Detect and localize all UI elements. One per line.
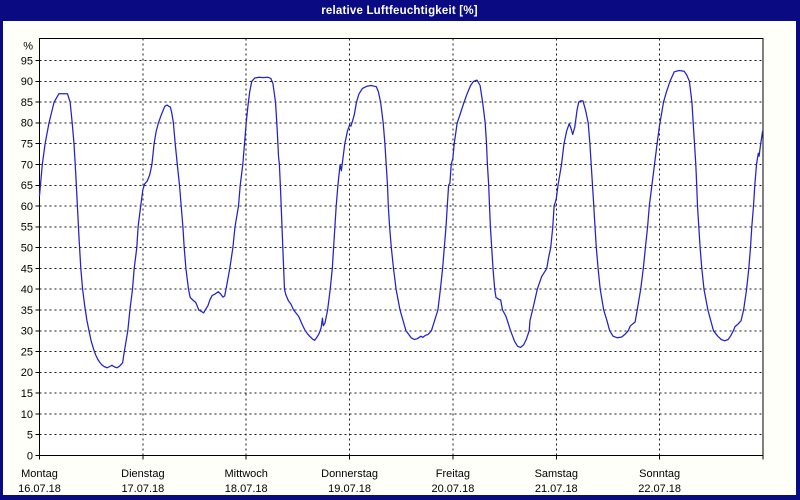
y-tick-label: 85 [21,97,33,109]
y-tick-label: 55 [21,222,33,234]
day-date-label: 16.07.18 [18,483,61,495]
y-tick-label: 10 [21,409,33,421]
y-tick-label: 0 [27,450,33,462]
window-titlebar: relative Luftfeuchtigkeit [%] [3,0,796,21]
plot-background [39,38,763,456]
y-tick-label: 50 [21,242,33,254]
day-name-label: Montag [21,468,58,480]
y-tick-label: 80 [21,118,33,130]
y-tick-label: 65 [21,180,33,192]
y-tick-label: 60 [21,201,33,213]
day-name-label: Freitag [436,468,470,480]
humidity-line [38,69,764,369]
day-name-label: Donnerstag [321,468,378,480]
day-name-label: Sonntag [639,468,680,480]
day-date-label: 17.07.18 [121,483,164,495]
y-axis-unit-label: % [23,40,33,52]
day-date-label: 21.07.18 [535,483,578,495]
y-tick-label: 45 [21,263,33,275]
day-date-label: 20.07.18 [432,483,475,495]
y-tick-label: 35 [21,305,33,317]
y-tick-label: 15 [21,388,33,400]
day-date-label: 19.07.18 [328,483,371,495]
day-name-label: Dienstag [121,468,164,480]
day-name-label: Mittwoch [225,468,268,480]
y-tick-label: 40 [21,284,33,296]
y-tick-label: 75 [21,139,33,151]
y-tick-label: 20 [21,367,33,379]
y-tick-label: 5 [27,430,33,442]
plot-border [39,38,764,456]
humidity-chart: 0 5 10 15 20 25 30 35 40 45 50 55 60 65 70 75 80 85 90 95% M… [18,38,764,495]
y-tick-label: 30 [21,326,33,338]
y-tick-label: 95 [21,55,33,67]
day-name-label: Samstag [535,468,578,480]
window-title: relative Luftfeuchtigkeit [%] [321,4,478,17]
y-tick-label: 70 [21,159,33,171]
chart-area: 0 5 10 15 20 25 30 35 40 45 50 55 60 65 70 75 80 85 90 95% M… [3,21,796,495]
y-tick-label: 25 [21,346,33,358]
day-date-label: 22.07.18 [638,483,681,495]
day-date-label: 18.07.18 [225,483,268,495]
y-tick-label: 90 [21,76,33,88]
